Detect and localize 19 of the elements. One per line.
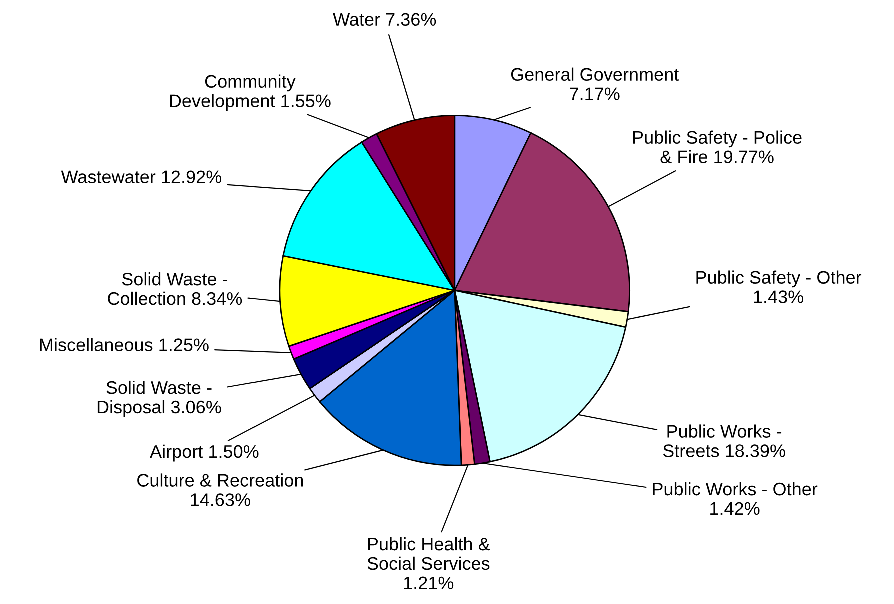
data-label: 1.21%: [404, 576, 454, 590]
slice-label: Miscellaneous 1.25%: [40, 338, 209, 352]
data-label: 1.43%: [754, 290, 804, 304]
slice-label: Public Health & Social Services: [368, 537, 490, 570]
slice-label: Public Works - Other: [653, 482, 818, 496]
slice-label: Public Safety - Other: [696, 270, 862, 288]
slice-label: Wastewater 12.92%: [61, 170, 222, 184]
slice-label: Airport 1.50%: [150, 444, 259, 462]
slice-label: Community Development 1.55%: [170, 74, 331, 112]
data-label: 7.17%: [570, 88, 620, 100]
slice-label: General Government: [511, 68, 680, 82]
slice-label: Solid Waste - Collection 8.34%: [108, 272, 242, 306]
data-label: 1.42%: [710, 502, 760, 516]
slice-label: Water 7.36%: [333, 13, 436, 26]
slice-label: Culture & Recreation: [138, 474, 304, 487]
slice-label: Solid Waste - Disposal 3.06%: [98, 380, 222, 418]
slice-label: Public Works - Streets 18.39%: [663, 424, 786, 458]
slice-label: Public Safety - Police & Fire 19.77%: [633, 130, 802, 164]
data-label: 14.63%: [191, 494, 250, 506]
